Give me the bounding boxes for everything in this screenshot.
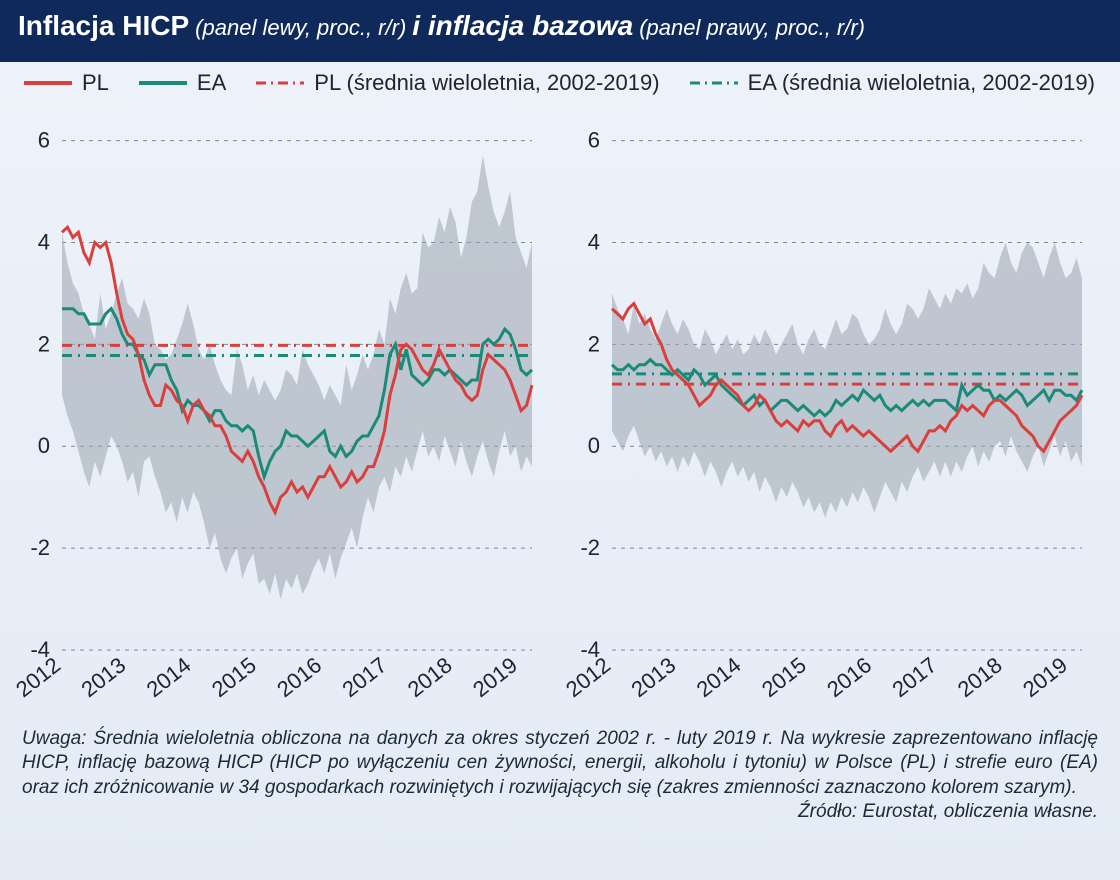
title-bar: Inflacja HICP (panel lewy, proc., r/r) i…: [0, 0, 1120, 62]
y-tick-label: 0: [38, 433, 50, 458]
y-tick-label: 6: [38, 128, 50, 153]
x-tick-label: 2019: [468, 652, 522, 702]
legend-label: EA (średnia wieloletnia, 2002-2019): [748, 70, 1095, 96]
legend-item: PL (średnia wieloletnia, 2002-2019): [256, 70, 659, 96]
x-tick-label: 2015: [757, 652, 811, 702]
chart-svg: -4-2024620122013201420152016201720182019: [558, 100, 1098, 710]
y-tick-label: 4: [38, 229, 50, 254]
chart-core: -4-2024620122013201420152016201720182019: [558, 100, 1098, 715]
legend-label: PL (średnia wieloletnia, 2002-2019): [314, 70, 659, 96]
chart-svg: -4-2024620122013201420152016201720182019: [8, 100, 548, 710]
legend-item: EA: [139, 70, 226, 96]
x-tick-label: 2013: [626, 652, 680, 702]
charts-row: -4-2024620122013201420152016201720182019…: [0, 100, 1120, 715]
x-tick-label: 2018: [403, 652, 457, 702]
y-tick-label: 2: [588, 331, 600, 356]
y-tick-label: 2: [38, 331, 50, 356]
x-tick-label: 2018: [953, 652, 1007, 702]
legend-swatch-pl: [24, 81, 72, 85]
footnote-text: Uwaga: Średnia wieloletnia obliczona na …: [22, 728, 1098, 798]
page-root: { "title": { "strong1": "Inflacja HICP",…: [0, 0, 1120, 880]
legend-swatch-ea: [139, 81, 187, 85]
y-tick-label: 4: [588, 229, 600, 254]
title-sub-2: (panel prawy, proc., r/r): [639, 15, 865, 41]
x-tick-label: 2017: [888, 652, 942, 702]
title-strong-1: Inflacja HICP: [18, 10, 189, 42]
title-sub-1: (panel lewy, proc., r/r): [195, 15, 406, 41]
x-tick-label: 2013: [76, 652, 130, 702]
legend-item: EA (średnia wieloletnia, 2002-2019): [690, 70, 1095, 96]
chart-hicp: -4-2024620122013201420152016201720182019: [8, 100, 548, 715]
y-tick-label: -2: [30, 535, 50, 560]
y-tick-label: 0: [588, 433, 600, 458]
legend-swatch-ea-avg: [690, 81, 738, 85]
x-tick-label: 2016: [822, 652, 876, 702]
x-tick-label: 2016: [272, 652, 326, 702]
x-tick-label: 2015: [207, 652, 261, 702]
source-text: Źródło: Eurostat, obliczenia własne.: [798, 800, 1098, 824]
x-tick-label: 2014: [692, 652, 746, 702]
legend-swatch-pl-avg: [256, 81, 304, 85]
legend-item: PL: [24, 70, 109, 96]
footnote: Uwaga: Średnia wieloletnia obliczona na …: [0, 715, 1120, 800]
x-tick-label: 2014: [142, 652, 196, 702]
y-tick-label: 6: [588, 128, 600, 153]
legend-label: PL: [82, 70, 109, 96]
legend: PL EA PL (średnia wieloletnia, 2002-2019…: [0, 62, 1120, 96]
x-tick-label: 2019: [1018, 652, 1072, 702]
x-tick-label: 2017: [338, 652, 392, 702]
variability-band: [62, 156, 532, 599]
legend-label: EA: [197, 70, 226, 96]
y-tick-label: -2: [580, 535, 600, 560]
title-strong-2: i inflacja bazowa: [412, 10, 633, 42]
